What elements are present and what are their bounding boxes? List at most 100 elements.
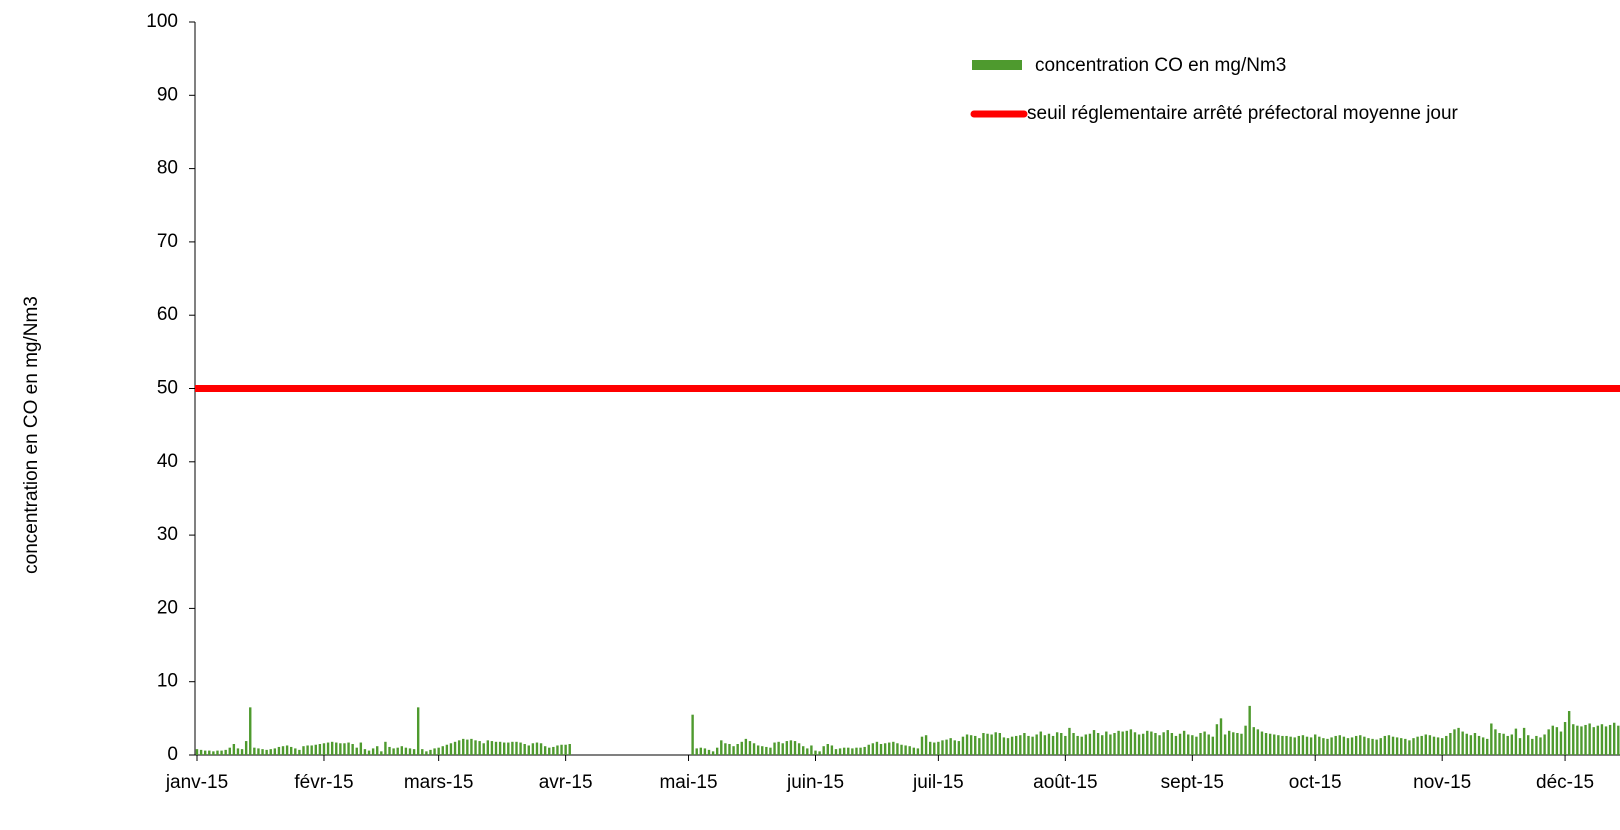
bar — [1391, 736, 1395, 755]
bar — [380, 751, 383, 755]
bar — [1191, 735, 1194, 755]
x-tick-label: juil-15 — [912, 772, 964, 793]
bar — [416, 707, 420, 755]
bar — [834, 749, 838, 755]
bar — [945, 739, 948, 755]
x-tick-label: mai-15 — [659, 772, 717, 793]
bar — [1084, 734, 1088, 755]
bar — [564, 744, 567, 755]
bar — [453, 741, 457, 755]
bar — [1584, 724, 1587, 755]
bar — [1412, 738, 1415, 755]
bar — [1027, 735, 1030, 755]
bar — [1158, 735, 1161, 755]
bar — [736, 744, 739, 755]
x-tick-label: oct-15 — [1289, 772, 1342, 793]
bar — [1514, 728, 1518, 755]
bar — [326, 742, 330, 755]
x-tick-label: janv-15 — [165, 772, 228, 793]
bar — [335, 742, 338, 755]
bar — [1199, 733, 1202, 755]
bar — [507, 742, 510, 755]
bar — [1432, 736, 1436, 755]
bar — [392, 748, 395, 755]
bar — [478, 741, 481, 755]
bar — [302, 746, 305, 755]
bar — [1277, 735, 1280, 755]
bar — [531, 743, 535, 755]
bar — [777, 741, 780, 755]
bar — [863, 746, 866, 755]
bar — [1486, 738, 1489, 755]
bar — [1555, 727, 1559, 755]
bar — [818, 751, 821, 755]
bar — [515, 741, 518, 755]
bar — [1015, 735, 1018, 755]
bar — [261, 749, 264, 755]
bar — [826, 744, 829, 755]
bar — [1055, 732, 1059, 755]
bar — [457, 740, 461, 755]
bar — [941, 740, 944, 755]
bar — [367, 750, 371, 755]
y-tick-label: 10 — [157, 671, 178, 692]
bar — [892, 741, 895, 755]
bar — [388, 746, 391, 755]
bar — [1019, 735, 1022, 755]
bar — [724, 743, 727, 755]
bar — [1322, 738, 1325, 755]
bar — [519, 742, 522, 755]
bar — [208, 750, 211, 755]
bar — [806, 748, 809, 755]
bar — [1457, 727, 1460, 755]
bar — [355, 747, 358, 755]
bar — [203, 750, 207, 755]
bar — [752, 743, 756, 755]
bar — [871, 743, 875, 755]
bar — [949, 738, 952, 755]
bar — [433, 748, 436, 755]
bar — [322, 743, 326, 755]
bar — [1449, 733, 1452, 755]
bar — [720, 740, 723, 755]
bar — [1227, 730, 1231, 755]
bar — [560, 744, 563, 755]
bar — [1522, 727, 1526, 755]
bar — [1305, 736, 1309, 755]
x-tick-label: sept-15 — [1161, 772, 1224, 793]
bar — [1039, 731, 1042, 755]
bar — [1342, 736, 1346, 755]
bar — [1109, 734, 1112, 755]
bar — [257, 748, 260, 755]
bar — [1318, 736, 1321, 755]
bar — [1367, 738, 1370, 755]
x-tick-label: avr-15 — [539, 772, 593, 793]
bar — [1613, 722, 1616, 755]
bar — [1207, 734, 1210, 755]
bar — [761, 746, 764, 755]
bar — [1023, 733, 1026, 755]
bar — [1338, 735, 1341, 755]
bar — [1502, 733, 1505, 755]
bar — [363, 749, 367, 755]
bar — [1256, 729, 1260, 755]
bar — [269, 749, 272, 755]
y-tick-label: 30 — [157, 524, 178, 545]
bar — [888, 742, 891, 755]
bar — [1035, 734, 1038, 755]
bar — [1068, 727, 1071, 755]
bar — [810, 745, 813, 755]
bar — [1428, 735, 1432, 755]
bar — [318, 744, 322, 755]
bar — [244, 741, 248, 755]
bar — [1567, 711, 1571, 755]
bar — [1551, 725, 1554, 755]
bar — [1547, 729, 1550, 755]
bar — [1416, 736, 1419, 755]
bar — [1240, 733, 1243, 755]
bar — [814, 750, 817, 755]
bar — [1219, 718, 1223, 755]
bar — [552, 746, 555, 755]
bar — [1125, 730, 1128, 755]
